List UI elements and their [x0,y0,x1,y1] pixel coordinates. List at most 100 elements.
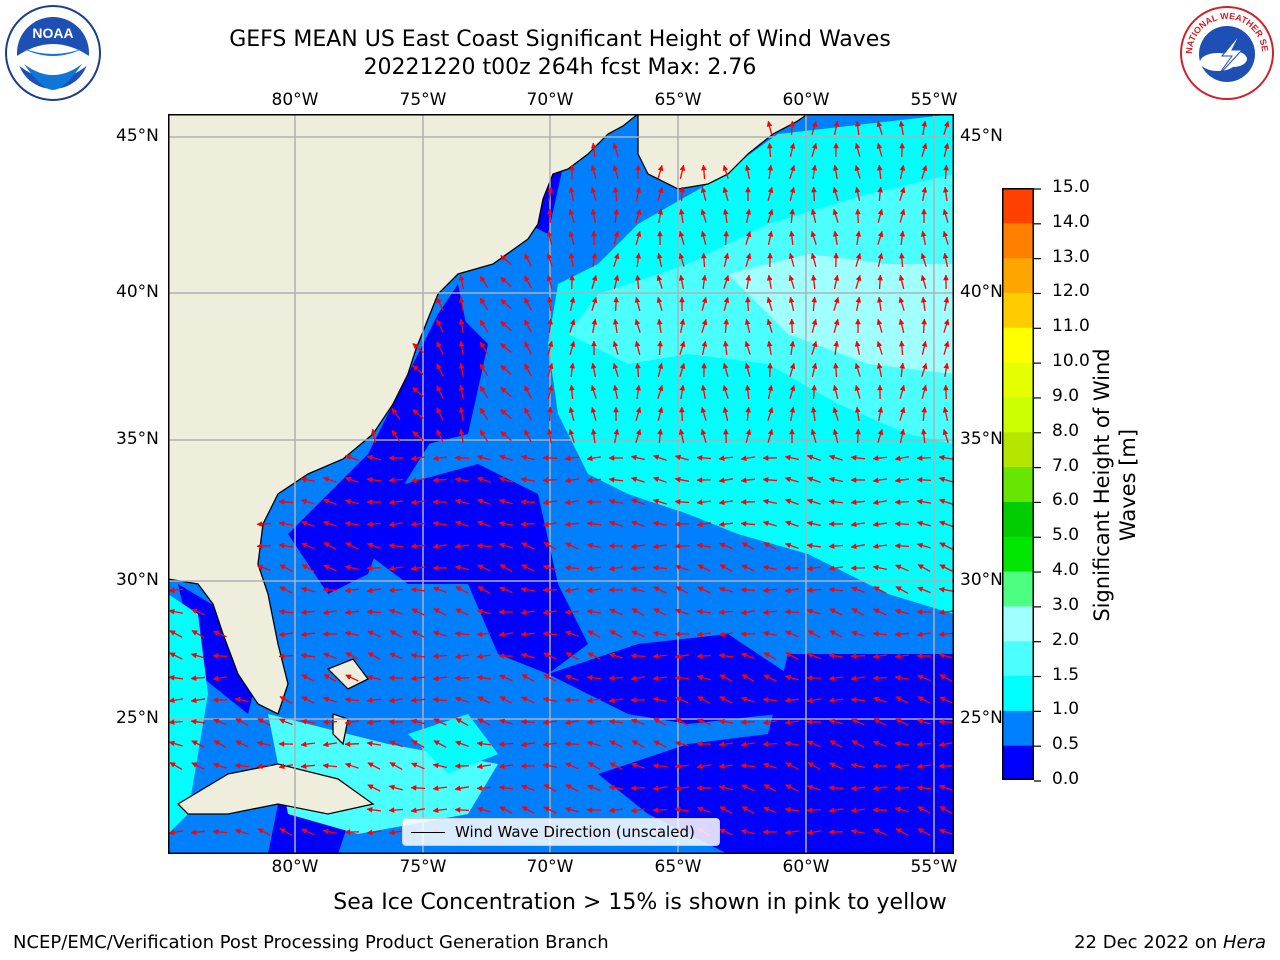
colorbar-segment [1002,571,1034,607]
wave-arrow-head [586,587,593,594]
wave-arrow-head [767,384,774,391]
wave-arrow-head [833,252,839,259]
wave-arrow-head [784,520,792,527]
wave-arrow-head [700,230,707,238]
wave-arrow-head [696,631,703,638]
colorbar-segment [1002,327,1034,363]
wave-arrow-head [630,718,638,725]
wave-arrow-head [454,807,461,813]
lon-label-bottom-70w: 70°W [526,857,574,877]
wave-arrow-head [344,520,351,527]
wave-arrow-head [256,740,263,747]
wave-arrow-head [855,230,862,237]
wave-arrow-head [806,784,814,791]
wave-arrow-head [740,499,747,505]
wave-arrow-head [300,609,307,616]
wave-arrow-head [498,476,506,483]
wave-arrow-head [872,499,879,506]
colorbar-tick-label: 1.0 [1052,699,1080,720]
wave-arrow-head [608,784,615,791]
wave-arrow-head [344,829,351,835]
wave-arrow-head [612,186,619,193]
wave-arrow-head [696,521,703,528]
wave-arrow-head [479,429,486,437]
wave-arrow-head [278,718,286,725]
wave-arrow-head [899,428,906,435]
wave-arrow-head [674,543,681,549]
wave-arrow-head [323,564,330,570]
wave-arrow-head [700,186,707,194]
wave-arrow-head [388,565,395,572]
wave-arrow-head [679,296,685,303]
colorbar-tick-label: 5.0 [1052,525,1080,546]
wave-arrow-head [500,387,507,394]
wave-arrow-head [652,454,660,461]
wave-arrow-head [719,806,726,812]
colorbar-tick-label: 7.0 [1052,455,1080,476]
wave-arrow-head [212,828,219,835]
wave-arrow-head [410,718,418,725]
wave-arrow-head [476,608,483,615]
wave-arrow-head [696,542,703,549]
wave-arrow-head [872,785,879,792]
map-legend: Wind Wave Direction (unscaled) [402,818,720,846]
wave-arrow-head [942,406,949,413]
wave-arrow-head [718,631,725,638]
wave-arrow-head [587,630,594,636]
wave-arrow-head [652,762,659,769]
wave-arrow-head [322,498,330,505]
wave-arrow-head [784,829,791,836]
wave-arrow-head [657,164,664,172]
wave-arrow-head [590,384,597,392]
wave-arrow-head [898,296,905,304]
wave-arrow-head [829,762,836,768]
wave-arrow-head [542,455,549,461]
wave-arrow-head [762,520,770,527]
wave-arrow-head [322,828,329,835]
wave-arrow-head [850,828,857,835]
colorbar-segment [1002,222,1034,259]
wave-arrow-head [542,696,549,703]
lon-label-top-75w: 75°W [399,90,447,110]
wave-arrow-head [476,520,484,527]
wave-arrow-head [921,406,928,413]
colorbar-segment [1002,745,1034,780]
wave-arrow-head [608,455,615,461]
wave-arrow-head [367,762,374,768]
wave-arrow-head [590,186,597,194]
wave-arrow-head [542,609,549,616]
wave-arrow-head [832,230,839,237]
wave-arrow-head [613,208,620,215]
wave-arrow-head [652,476,660,483]
wave-arrow-head [657,384,664,392]
wave-arrow-head [500,431,507,438]
wave-arrow-head [591,230,597,237]
wave-arrow-head [789,406,796,413]
wave-arrow-head [454,455,461,461]
wave-arrow-head [569,164,575,171]
colorbar-tick-label: 14.0 [1052,211,1090,232]
wave-arrow-head [542,587,549,593]
wave-arrow-head [697,564,704,570]
wave-arrow-head [942,230,949,238]
wave-arrow-head [547,186,554,193]
wave-arrow-head [366,565,373,571]
wave-arrow-head [785,784,792,790]
wave-arrow-head [323,674,330,680]
wave-arrow-head [921,384,928,392]
wave-arrow-head [851,740,858,746]
wave-arrow-head [454,740,462,747]
wave-arrow-head [943,274,949,281]
wave-arrow-head [675,696,682,702]
wave-arrow-head [722,362,729,370]
wave-arrow-head [432,586,440,593]
wave-arrow-head [542,521,549,528]
wave-arrow-head [520,763,527,769]
wave-arrow-head [854,384,861,392]
wave-arrow-head [411,630,418,636]
wave-arrow-head [785,652,792,658]
wave-arrow-head [877,428,884,436]
wave-arrow-head [806,652,814,659]
wave-arrow-head [943,384,949,391]
colorbar-tick-label: 15.0 [1052,177,1090,197]
